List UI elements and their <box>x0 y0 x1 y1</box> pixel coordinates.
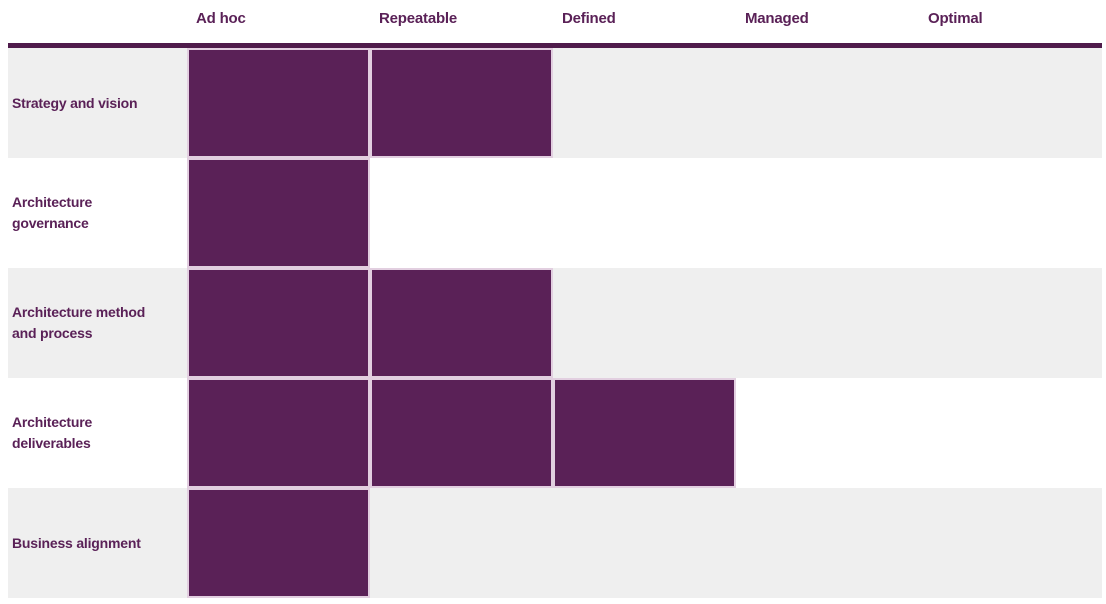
row-business-alignment: Business alignment <box>8 488 1102 598</box>
row-label: Architecture governance <box>12 194 93 231</box>
row-label: Architecture deliverables <box>12 414 93 451</box>
column-header-repeatable: Repeatable <box>379 10 458 27</box>
maturity-cell <box>187 488 370 598</box>
header-rule <box>8 43 1102 48</box>
column-header-ad-hoc: Ad hoc <box>196 10 246 27</box>
row-label: Business alignment <box>12 534 141 551</box>
row-architecture-method-and-process: Architecture method and process <box>8 268 1102 378</box>
row-label: Strategy and vision <box>12 94 138 111</box>
maturity-cell <box>553 378 736 488</box>
column-header-optimal: Optimal <box>928 10 983 27</box>
maturity-cell <box>370 378 553 488</box>
maturity-cell <box>370 48 553 158</box>
column-header-defined: Defined <box>562 10 616 27</box>
maturity-cell <box>370 268 553 378</box>
maturity-cell <box>187 268 370 378</box>
row-label: Architecture method and process <box>12 304 146 341</box>
column-header-managed: Managed <box>745 10 809 27</box>
maturity-cell <box>187 378 370 488</box>
row-strategy-and-vision: Strategy and vision <box>8 48 1102 158</box>
row-architecture-governance: Architecture governance <box>8 158 1102 268</box>
maturity-cell <box>187 158 370 268</box>
row-architecture-deliverables: Architecture deliverables <box>8 378 1102 488</box>
maturity-cell <box>187 48 370 158</box>
